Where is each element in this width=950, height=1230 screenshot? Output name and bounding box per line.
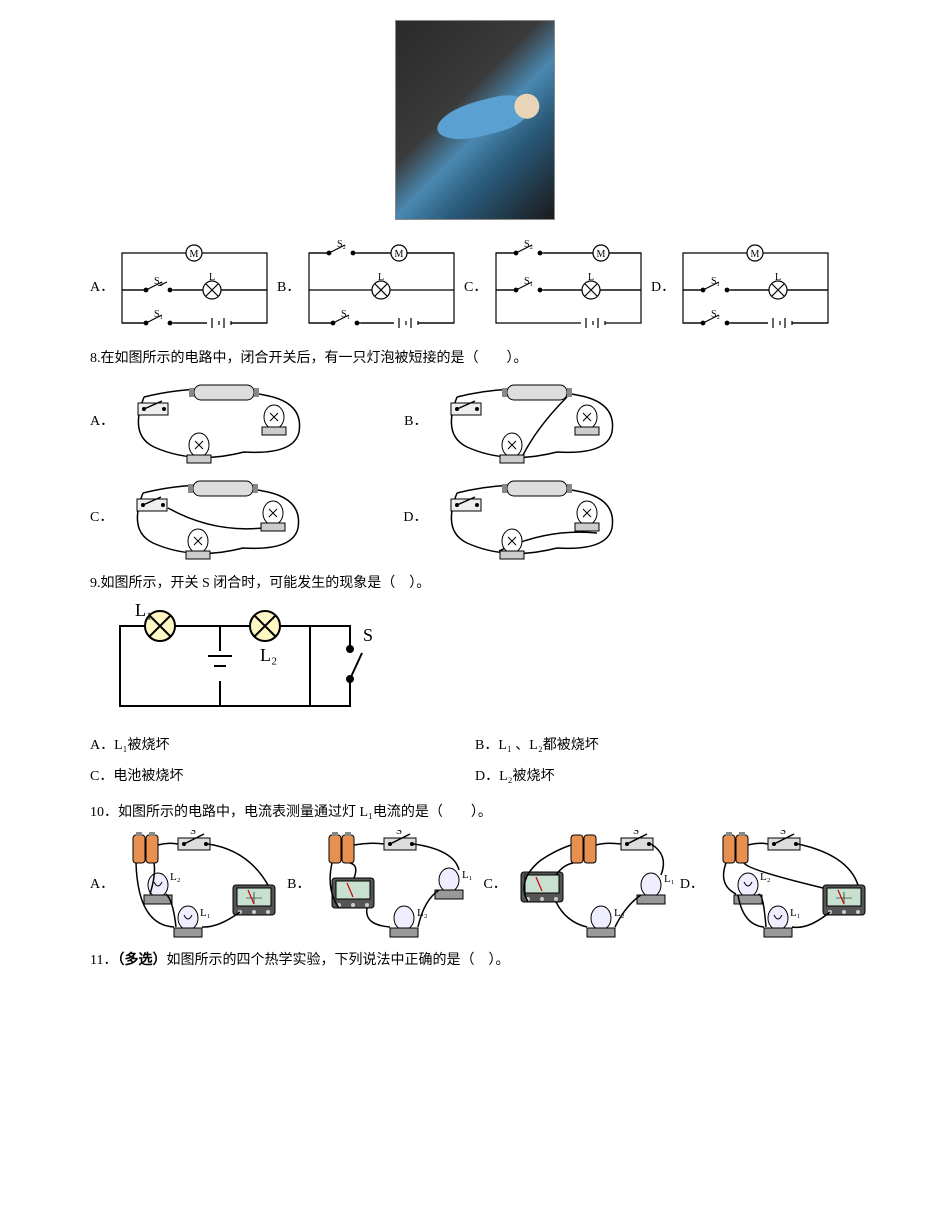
vacuum-photo [395,20,555,220]
svg-text:S: S [633,830,639,837]
q8-circuit-C [113,473,323,563]
svg-text:L: L [588,272,594,283]
svg-text:S₁: S₁ [711,276,720,287]
q9-text: 9.如图所示，开关 S 闭合时，可能发生的现象是（ ）。 [90,573,860,595]
q11-bold: （多选） [117,953,166,968]
q8-options: A． [90,377,860,563]
q11-text: 11．（多选）如图所示的四个热学实验，下列说法中正确的是（ ）。 [90,950,860,972]
q8-circuit-B [427,377,637,467]
svg-text:S₂: S₂ [337,239,346,250]
svg-text:M: M [395,249,404,260]
q10-text: 10．如图所示的电路中，电流表测量通过灯 L₁电流的是（ ）。 [90,802,860,824]
q10-circuit-C: S L₁ L₂ [511,830,676,940]
svg-text:S₂: S₂ [154,276,163,287]
svg-text:S₂: S₂ [524,239,533,250]
svg-text:S₁: S₁ [154,309,163,320]
q9-optA: A．L₁被烧坏 [90,731,475,761]
q9-optB: B．L₁ 、L₂都被烧坏 [475,731,860,761]
svg-text:L₁: L₁ [462,869,473,881]
q10-circuit-B: S L₁ L₂ [314,830,479,940]
q10-C-label: C． [483,874,506,896]
q7-circuit-C: S₂ M S₁ L [486,238,651,338]
q8-A-label: A． [90,411,114,433]
q9-optC: C．电池被烧坏 [90,762,475,792]
svg-text:L₁: L₁ [664,873,675,885]
svg-text:S: S [396,830,402,837]
q7-circuit-D: M S₁ L S₂ [673,238,838,338]
q8-D-label: D． [403,507,427,529]
q8-circuit-D [427,473,637,563]
svg-text:S₂: S₂ [711,309,720,320]
q9-options: A．L₁被烧坏 B．L₁ 、L₂都被烧坏 C．电池被烧坏 D．L₂被烧坏 [90,731,860,792]
q7-optA-label: A． [90,277,112,299]
svg-text:L: L [378,272,384,283]
svg-text:S₁: S₁ [341,309,350,320]
q10-B-label: B． [287,874,310,896]
svg-text:L: L [775,272,781,283]
svg-text:M: M [597,249,606,260]
q8-text: 8.在如图所示的电路中，闭合开关后，有一只灯泡被短接的是（ ）。 [90,348,860,370]
svg-text:L: L [209,272,215,283]
q8-B-label: B． [404,411,427,433]
q8-circuit-A [114,377,324,467]
svg-text:M: M [751,249,760,260]
q9-L1-label: L₁ [135,601,152,620]
q7-options-row: A． M S₂ L [90,238,860,338]
q10-A-label: A． [90,874,114,896]
q7-photo-row [90,20,860,228]
svg-text:S₁: S₁ [524,276,533,287]
q10-options-row: A． S - 0.6 [90,830,860,940]
q10-D-label: D． [680,874,704,896]
q7-optC-label: C． [464,277,486,299]
q9-diagram: L₁ L₂ S [90,601,860,731]
q7-optB-label: B． [277,277,299,299]
q10-circuit-A: S - 0.6 L₂ [118,830,283,940]
q10-circuit-D [708,830,873,940]
q9-L2-label: L₂ [260,645,277,665]
q9-S-label: S [363,625,373,645]
svg-text:M: M [190,249,199,260]
q7-circuit-B: S₂ M L S₁ [299,238,464,338]
q7-circuit-A: M S₂ L S₁ [112,238,277,338]
q8-C-label: C． [90,507,113,529]
q7-optD-label: D． [651,277,673,299]
q9-optD: D．L₂被烧坏 [475,762,860,792]
